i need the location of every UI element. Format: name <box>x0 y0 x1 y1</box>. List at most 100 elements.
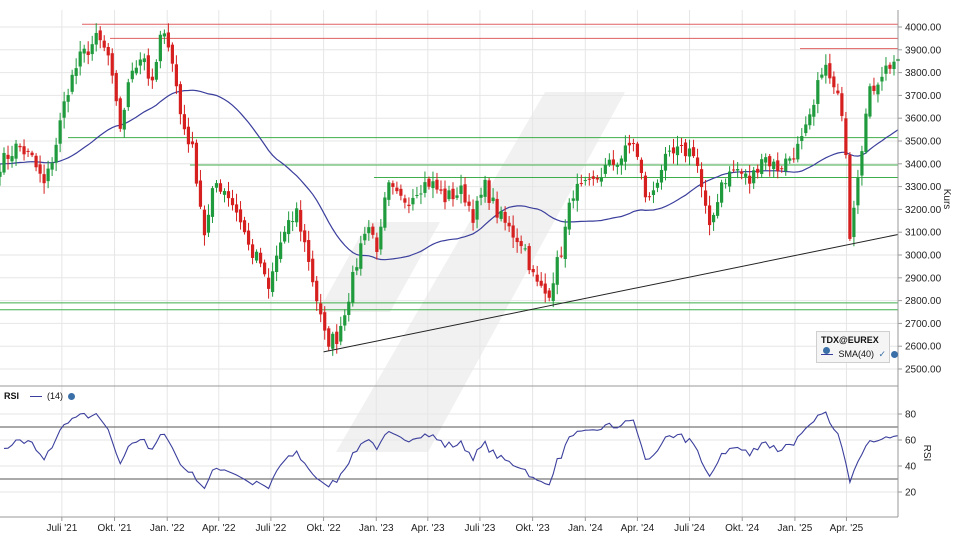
candle-body-130 <box>519 241 523 247</box>
sma-layer <box>0 89 899 261</box>
candle-body-100 <box>399 188 403 196</box>
candle-body-223 <box>892 61 896 69</box>
candle-body-6 <box>22 146 26 155</box>
candle-body-86 <box>343 315 347 326</box>
candle-body-133 <box>531 268 535 273</box>
rsi-tick-label-1: 40 <box>905 462 917 473</box>
candle-body-150 <box>599 177 603 182</box>
candle-body-102 <box>407 204 411 207</box>
candle-body-132 <box>527 246 531 271</box>
candle-body-96 <box>383 197 387 228</box>
watermark-stroke-small <box>318 222 440 312</box>
sma-swatch-icon <box>821 354 833 356</box>
candle-body-105 <box>419 193 423 195</box>
axes-layer: 2500.00 2600.00 2700.00 2800.00 2900.00 3000.… <box>0 10 952 534</box>
candle-body-61 <box>242 220 247 233</box>
candle-body-162 <box>647 196 652 198</box>
rsi-tick-label-0: 20 <box>905 488 917 499</box>
candle-body-54 <box>214 183 219 188</box>
candle-body-195 <box>780 168 784 170</box>
candle-body-18 <box>70 74 74 92</box>
candle-body-216 <box>864 113 868 152</box>
candle-body-196 <box>784 158 788 172</box>
candle-body-104 <box>415 194 419 196</box>
candle-body-47 <box>186 126 191 145</box>
candle-body-95 <box>379 226 383 250</box>
candle-body-24 <box>94 32 98 45</box>
candle-body-154 <box>615 164 619 167</box>
candle-body-185 <box>740 171 744 174</box>
candle-body-97 <box>387 182 391 200</box>
rsi-title: RSI <box>4 391 20 401</box>
candle-body-8 <box>30 152 34 156</box>
candle-body-109 <box>435 179 439 190</box>
sma-settings-icon[interactable] <box>890 351 898 359</box>
candle-body-159 <box>635 143 640 157</box>
candle-body-66 <box>262 262 267 275</box>
candle-body-90 <box>359 243 363 269</box>
candle-body-75 <box>299 210 303 232</box>
candle-body-200 <box>800 136 804 141</box>
candle-body-79 <box>315 280 319 302</box>
candle-body-12 <box>46 168 50 182</box>
candle-body-189 <box>756 168 760 173</box>
price-tick-label-0: 2500.00 <box>905 365 942 376</box>
candle-body-48 <box>190 141 195 145</box>
price-legend[interactable]: TDX@EUREX SMA(40) ✓ <box>816 331 898 363</box>
candle-body-117 <box>467 201 471 206</box>
candle-body-122 <box>487 180 491 203</box>
candle-body-165 <box>659 169 664 183</box>
candle-body-190 <box>760 159 764 174</box>
candle-body-137 <box>547 290 551 298</box>
candle-body-134 <box>535 274 539 282</box>
candle-body-211 <box>844 118 848 156</box>
candle-body-169 <box>675 146 680 156</box>
rsi-settings-icon[interactable] <box>67 393 75 401</box>
price-tick-label-13: 3800.00 <box>905 68 942 79</box>
candle-body-49 <box>194 142 199 184</box>
rsi-tick-label-2: 60 <box>905 436 917 447</box>
candle-body-74 <box>295 208 299 223</box>
x-tick-label-5: Okt. '22 <box>306 523 341 534</box>
rsi-legend[interactable]: RSI (14) <box>4 391 75 401</box>
candle-body-219 <box>876 84 880 95</box>
legend-sma-row[interactable]: SMA(40) ✓ <box>821 349 898 360</box>
price-tick-label-7: 3200.00 <box>905 205 942 216</box>
settings-icon[interactable] <box>823 347 830 355</box>
candle-body-25 <box>98 30 102 41</box>
candle-body-181 <box>724 183 728 185</box>
candle-body-3 <box>10 156 14 162</box>
candle-body-182 <box>728 171 732 187</box>
candle-body-203 <box>812 104 816 117</box>
candle-body-39 <box>154 61 158 80</box>
candle-body-197 <box>788 158 792 161</box>
x-tick-label-0: Juli '21 <box>46 523 77 534</box>
candle-body-202 <box>808 114 812 126</box>
candle-body-99 <box>395 187 399 192</box>
candle-body-208 <box>832 76 836 88</box>
candle-body-2 <box>6 154 10 159</box>
candle-body-78 <box>311 258 315 283</box>
candle-body-124 <box>495 198 499 218</box>
check-icon[interactable]: ✓ <box>878 349 887 359</box>
candle-body-144 <box>575 183 579 201</box>
candle-body-28 <box>110 53 114 76</box>
candle-body-36 <box>142 58 146 63</box>
candle-body-87 <box>347 301 351 315</box>
candle-body-40 <box>158 34 162 62</box>
candle-body-114 <box>455 195 459 198</box>
candle-body-9 <box>34 155 38 168</box>
candle-body-212 <box>848 154 852 239</box>
candle-body-191 <box>764 157 768 163</box>
candle-body-158 <box>631 143 636 145</box>
price-tick-label-6: 3100.00 <box>905 228 942 239</box>
candle-body-55 <box>218 183 223 192</box>
candle-body-44 <box>174 64 178 87</box>
candle-body-17 <box>66 95 70 102</box>
rsi-period: (14) <box>47 391 64 401</box>
candle-body-221 <box>884 65 888 74</box>
price-tick-label-12: 3700.00 <box>905 91 942 102</box>
candle-body-155 <box>619 158 623 166</box>
candle-body-14 <box>54 144 58 163</box>
